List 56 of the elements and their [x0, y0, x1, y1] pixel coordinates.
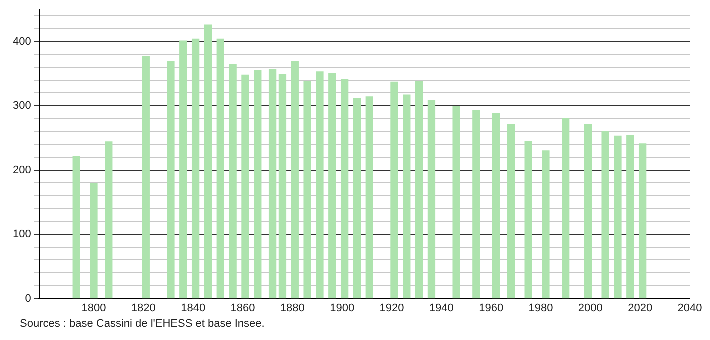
x-tick-label: 1940 [429, 302, 454, 314]
bar [180, 40, 188, 299]
y-tick-label: 0 [25, 292, 32, 305]
bar [428, 100, 436, 299]
x-tick-label: 1900 [330, 302, 355, 314]
bar [340, 79, 349, 299]
y-tick-label: 300 [12, 100, 32, 112]
x-tick-label: 2040 [678, 302, 702, 314]
x-tick-label: 1840 [181, 302, 206, 314]
bar [353, 98, 362, 299]
bar [507, 124, 516, 299]
bar [204, 24, 212, 299]
bar [254, 70, 262, 299]
bar [366, 96, 374, 299]
bar [614, 136, 622, 299]
x-tick-label: 1800 [82, 302, 106, 314]
bar [142, 56, 150, 299]
bar [167, 61, 175, 299]
x-tick-label: 1920 [380, 302, 404, 314]
bar [316, 72, 324, 299]
bar [472, 110, 480, 299]
bar [626, 135, 634, 299]
y-tick-label: 100 [12, 228, 32, 241]
bar [562, 118, 570, 299]
x-tick-label: 2020 [628, 302, 653, 314]
x-tick-label: 1860 [230, 302, 256, 314]
x-tick-label: 1960 [479, 302, 504, 314]
bar [72, 156, 80, 299]
bar [602, 131, 610, 299]
bar [542, 150, 550, 299]
bar [452, 106, 460, 299]
bar [415, 81, 424, 299]
bar [229, 64, 237, 299]
x-tick-label: 2000 [578, 302, 603, 314]
bar [403, 94, 411, 299]
x-tick-label: 1980 [528, 302, 554, 314]
bar [291, 61, 299, 299]
bar [328, 74, 336, 299]
y-tick-label: 200 [12, 164, 32, 176]
bar [278, 74, 287, 299]
y-tick-label: 400 [12, 36, 32, 48]
bar [268, 69, 277, 299]
source-note: Sources : base Cassini de l'EHESS et base Insee. [20, 318, 266, 330]
bar [638, 144, 647, 299]
bar [242, 74, 250, 299]
bar [304, 81, 312, 299]
bar [216, 38, 224, 299]
bar [105, 142, 113, 299]
bar [90, 183, 98, 299]
bar [192, 38, 200, 299]
bar [584, 124, 592, 299]
bar [524, 141, 532, 299]
x-tick-label: 1820 [131, 302, 156, 314]
x-tick-label: 1880 [280, 302, 305, 314]
bar [492, 113, 500, 299]
bar [390, 82, 398, 299]
